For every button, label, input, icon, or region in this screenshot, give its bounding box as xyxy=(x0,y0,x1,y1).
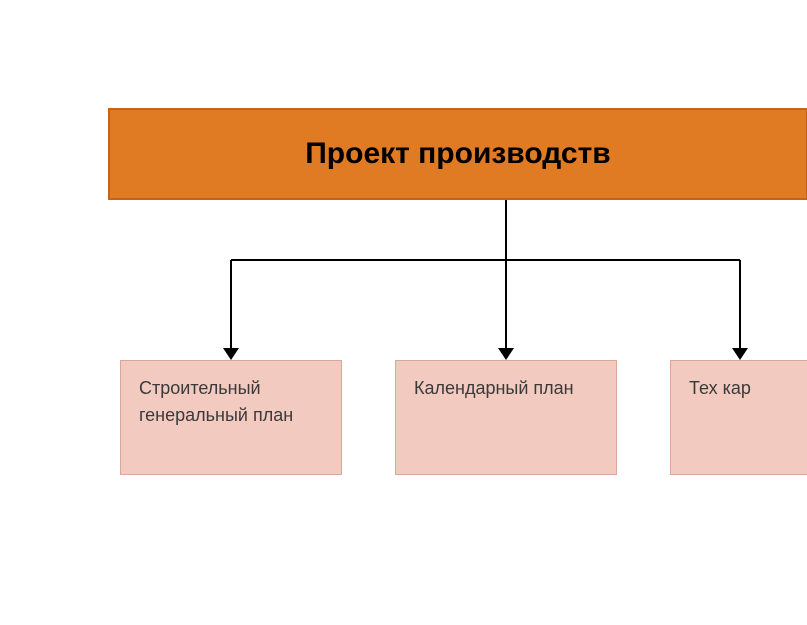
child-node-0: Строительный генеральный план xyxy=(120,360,342,475)
root-node-label: Проект производств xyxy=(305,137,611,171)
child-node-0-label: Строительный генеральный план xyxy=(139,378,293,425)
child-node-2-label: Тех кар xyxy=(689,378,751,398)
root-node: Проект производств xyxy=(108,108,807,200)
child-node-2: Тех кар xyxy=(670,360,807,475)
child-node-1-label: Календарный план xyxy=(414,378,574,398)
connector-svg xyxy=(0,0,807,625)
child-node-1: Календарный план xyxy=(395,360,617,475)
